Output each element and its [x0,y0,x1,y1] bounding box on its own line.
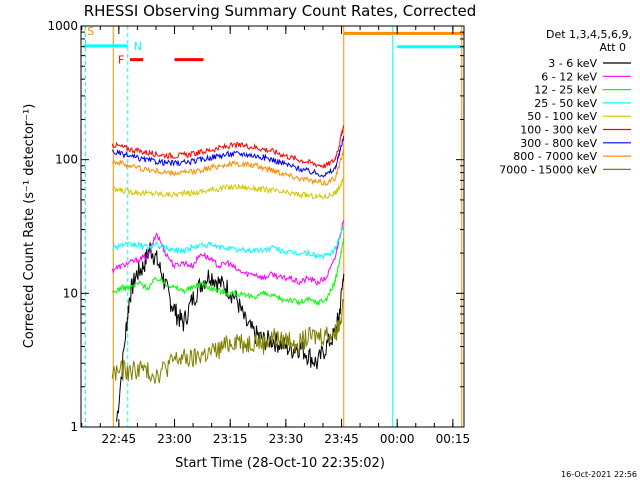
y-axis-label: Corrected Count Rate (s⁻¹ detector⁻¹) [22,104,37,349]
plot-frame [80,25,465,428]
y-tick-label-3: 1000 [47,19,78,33]
series-line-5 [111,125,345,169]
x-tick-label-0: 22:45 [102,432,137,446]
chart-title: RHESSI Observing Summary Count Rates, Co… [84,2,477,20]
series-line-4 [111,176,345,200]
x-tick-label-3: 23:30 [269,432,304,446]
series-line-7 [112,148,345,187]
x-axis-label: Start Time (28-Oct-10 22:35:02) [175,456,385,471]
series-line-2 [111,237,345,307]
flag-label-n: N [134,40,142,53]
legend-header-1: Det 1,3,4,5,6,9, [546,28,632,41]
plot-area: S NF [83,25,464,427]
y-tick-label-2: 100 [55,153,78,167]
flag-label-f: F [118,54,124,67]
legend-label-4: 50 - 100 keV [527,110,597,123]
series-line-6 [111,135,345,178]
x-tick-label-1: 23:00 [157,432,192,446]
x-tick-label-6: 00:15 [436,432,471,446]
y-tick-label-0: 1 [70,420,78,434]
series-line-3 [112,225,345,260]
legend-label-8: 7000 - 15000 keV [499,163,597,176]
series-line-0 [116,242,345,422]
legend-label-7: 800 - 7000 keV [513,150,597,163]
legend-label-5: 100 - 300 keV [520,124,597,137]
x-tick-label-5: 00:00 [380,432,415,446]
legend-label-3: 25 - 50 keV [534,97,597,110]
series-line-1 [111,220,345,286]
legend-label-2: 12 - 25 keV [534,84,597,97]
legend-header-2: Att 0 [600,41,626,54]
x-tick-label-2: 23:15 [213,432,248,446]
flag-label-s: S [87,25,94,38]
timestamp: 16-Oct-2021 22:56 [561,470,637,479]
series-line-8 [111,298,345,384]
legend-label-1: 6 - 12 keV [541,70,597,83]
x-axis: 22:45 23:00 23:15 23:30 23:45 00:00 00:15 [81,26,471,446]
legend-label-0: 3 - 6 keV [548,57,597,70]
x-tick-label-4: 23:45 [324,432,359,446]
legend-label-6: 300 - 800 keV [520,137,597,150]
y-axis: 1 10 100 1000 [47,19,464,434]
y-tick-label-1: 10 [63,286,78,300]
